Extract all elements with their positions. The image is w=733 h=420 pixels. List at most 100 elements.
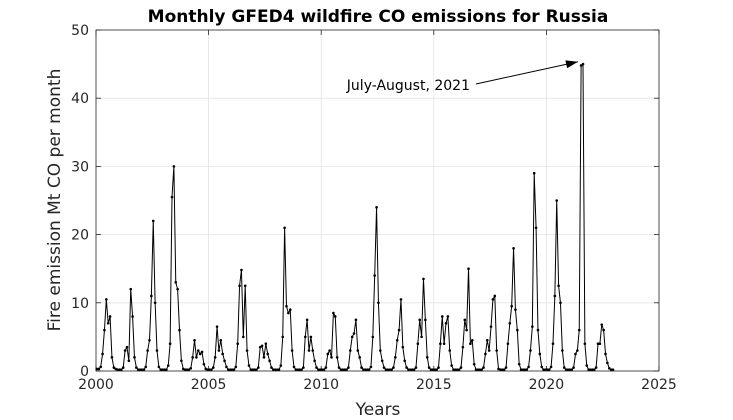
- data-point: [135, 366, 138, 369]
- data-point: [223, 359, 226, 363]
- data-point: [384, 368, 388, 371]
- data-point: [313, 359, 316, 363]
- data-point: [285, 304, 288, 308]
- data-point: [144, 365, 148, 369]
- data-point: [296, 368, 300, 371]
- data-point: [446, 315, 450, 318]
- data-point: [551, 342, 555, 346]
- data-point: [279, 364, 283, 367]
- data-point: [326, 352, 330, 356]
- data-point: [302, 366, 305, 369]
- data-point: [502, 368, 506, 371]
- data-point: [577, 328, 581, 332]
- data-point: [390, 368, 393, 371]
- data-point: [290, 349, 294, 352]
- data-point: [553, 294, 557, 298]
- data-point: [277, 368, 281, 371]
- data-point: [245, 349, 249, 352]
- data-point: [151, 219, 155, 223]
- data-point: [587, 368, 590, 371]
- data-point: [317, 368, 320, 371]
- data-point: [350, 335, 354, 339]
- data-point: [221, 352, 224, 356]
- data-point: [549, 365, 553, 369]
- x-tick-label: 2020: [529, 377, 565, 393]
- data-point: [283, 226, 286, 230]
- data-point: [270, 366, 273, 369]
- data-point: [581, 62, 585, 66]
- data-point: [422, 277, 425, 281]
- data-point: [251, 368, 254, 371]
- data-point: [202, 362, 206, 366]
- data-point: [352, 332, 356, 335]
- data-point: [534, 226, 538, 230]
- data-point: [394, 356, 397, 359]
- data-point: [444, 321, 448, 325]
- data-point: [99, 365, 102, 369]
- y-tick-label: 0: [80, 364, 89, 380]
- data-point: [489, 325, 493, 328]
- data-point: [594, 366, 598, 369]
- data-point: [200, 350, 204, 354]
- data-point: [375, 206, 378, 209]
- data-point: [185, 368, 189, 371]
- data-point: [337, 366, 341, 369]
- data-point: [501, 368, 504, 371]
- data-point: [121, 366, 125, 369]
- data-point: [281, 335, 285, 339]
- data-point: [309, 335, 313, 339]
- data-point: [574, 352, 577, 356]
- data-point: [564, 368, 568, 371]
- data-point: [579, 64, 583, 67]
- data-point: [103, 328, 106, 332]
- data-point: [379, 349, 382, 352]
- data-point: [266, 352, 270, 356]
- data-point: [129, 287, 133, 291]
- data-point: [536, 328, 540, 332]
- data-point: [583, 342, 587, 346]
- x-axis-label: Years: [355, 400, 401, 420]
- data-point: [606, 361, 609, 365]
- data-point: [348, 349, 352, 352]
- data-point: [538, 352, 542, 356]
- data-point: [288, 308, 292, 311]
- data-point: [585, 364, 589, 367]
- data-point: [262, 356, 266, 359]
- data-point: [476, 368, 480, 371]
- data-point: [431, 368, 435, 371]
- data-point: [191, 356, 194, 359]
- data-point: [136, 368, 140, 371]
- data-point: [298, 368, 301, 371]
- data-point: [592, 368, 596, 371]
- data-point: [315, 366, 318, 369]
- data-point: [243, 284, 247, 288]
- data-point: [568, 368, 572, 371]
- data-point: [356, 349, 360, 352]
- data-point: [311, 349, 315, 352]
- data-point: [165, 368, 168, 371]
- y-tick-label: 50: [71, 23, 89, 39]
- data-point: [395, 339, 399, 342]
- data-point: [386, 368, 390, 371]
- data-point: [198, 352, 202, 356]
- x-tick-label: 2015: [416, 377, 452, 393]
- data-point: [491, 298, 495, 301]
- data-point: [516, 328, 519, 332]
- data-point: [495, 349, 498, 352]
- data-point: [435, 368, 438, 371]
- data-point: [369, 365, 373, 369]
- data-point: [561, 349, 564, 352]
- data-point: [347, 366, 350, 369]
- data-point: [335, 356, 339, 359]
- axes-box: [95, 29, 660, 372]
- data-point: [183, 368, 187, 371]
- data-point: [260, 344, 264, 348]
- data-point: [166, 364, 170, 367]
- data-point: [307, 349, 311, 352]
- data-point: [529, 349, 532, 352]
- data-point: [215, 325, 219, 328]
- data-point: [112, 366, 116, 369]
- data-point: [424, 318, 427, 322]
- data-point: [484, 352, 487, 356]
- data-point: [127, 359, 131, 363]
